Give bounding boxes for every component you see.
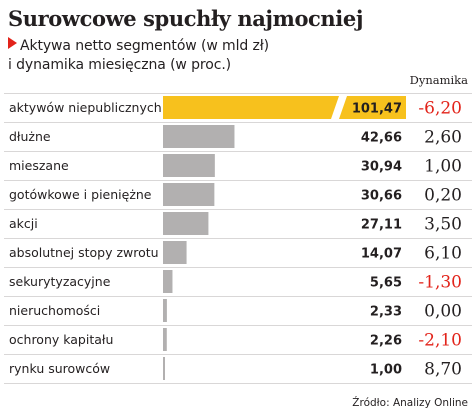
bar — [163, 154, 215, 177]
value-label: 101,47 — [352, 102, 402, 117]
category-label: akcji — [9, 216, 38, 231]
subtitle-line-1: Aktywa netto segmentów (w mld zł) — [8, 37, 269, 56]
category-label: sekurytyzacyjne — [9, 274, 111, 289]
category-label: nieruchomości — [9, 303, 100, 318]
dynamics-label: 0,20 — [424, 186, 462, 206]
triangle-marker-icon — [8, 37, 17, 49]
dynamics-label: 8,70 — [424, 360, 462, 380]
bar-highlight — [163, 96, 339, 119]
value-highlight-box — [339, 96, 406, 119]
dynamics-label: 3,50 — [424, 215, 462, 235]
dynamics-label: -2,10 — [418, 331, 462, 351]
value-label: 30,66 — [361, 189, 402, 204]
dynamics-label: 1,00 — [424, 157, 462, 177]
category-label: ochrony kapitału — [9, 332, 113, 347]
bar — [163, 212, 209, 235]
value-label: 1,00 — [370, 363, 402, 378]
bar — [163, 241, 187, 264]
category-label: mieszane — [9, 158, 69, 173]
value-label: 14,07 — [361, 247, 402, 262]
value-label: 2,26 — [370, 334, 402, 349]
category-label: gotówkowe i pieniężne — [9, 187, 152, 202]
dynamics-label: -1,30 — [418, 273, 462, 293]
dynamics-label: 6,10 — [424, 244, 462, 264]
bar — [163, 357, 165, 380]
dynamics-column-header: Dynamika — [409, 73, 468, 87]
dynamics-label: 2,60 — [424, 128, 462, 148]
bar — [163, 270, 173, 293]
dynamics-label: 0,00 — [424, 302, 462, 322]
value-label: 5,65 — [370, 276, 402, 291]
category-label: absolutnej stopy zwrotu — [9, 245, 159, 260]
category-label: rynku surowców — [9, 361, 110, 376]
value-label: 42,66 — [361, 131, 402, 146]
dynamics-label: -6,20 — [418, 99, 462, 119]
bar — [163, 183, 215, 206]
value-label: 27,11 — [361, 218, 402, 233]
value-label: 30,94 — [361, 160, 402, 175]
chart-subtitle: Aktywa netto segmentów (w mld zł) i dyna… — [8, 37, 269, 75]
subtitle-line-1-text: Aktywa netto segmentów (w mld zł) — [20, 38, 270, 54]
bar — [163, 125, 235, 148]
bar — [163, 299, 167, 322]
subtitle-line-2: i dynamika miesięczna (w proc.) — [8, 57, 232, 73]
source-note: Źródło: Analizy Online — [352, 397, 468, 409]
value-label: 2,33 — [370, 305, 402, 320]
chart-title: Surowcowe spuchły najmocniej — [8, 6, 364, 31]
category-label: aktywów niepublicznych — [9, 100, 162, 115]
bar — [163, 328, 167, 351]
category-label: dłużne — [9, 129, 51, 144]
